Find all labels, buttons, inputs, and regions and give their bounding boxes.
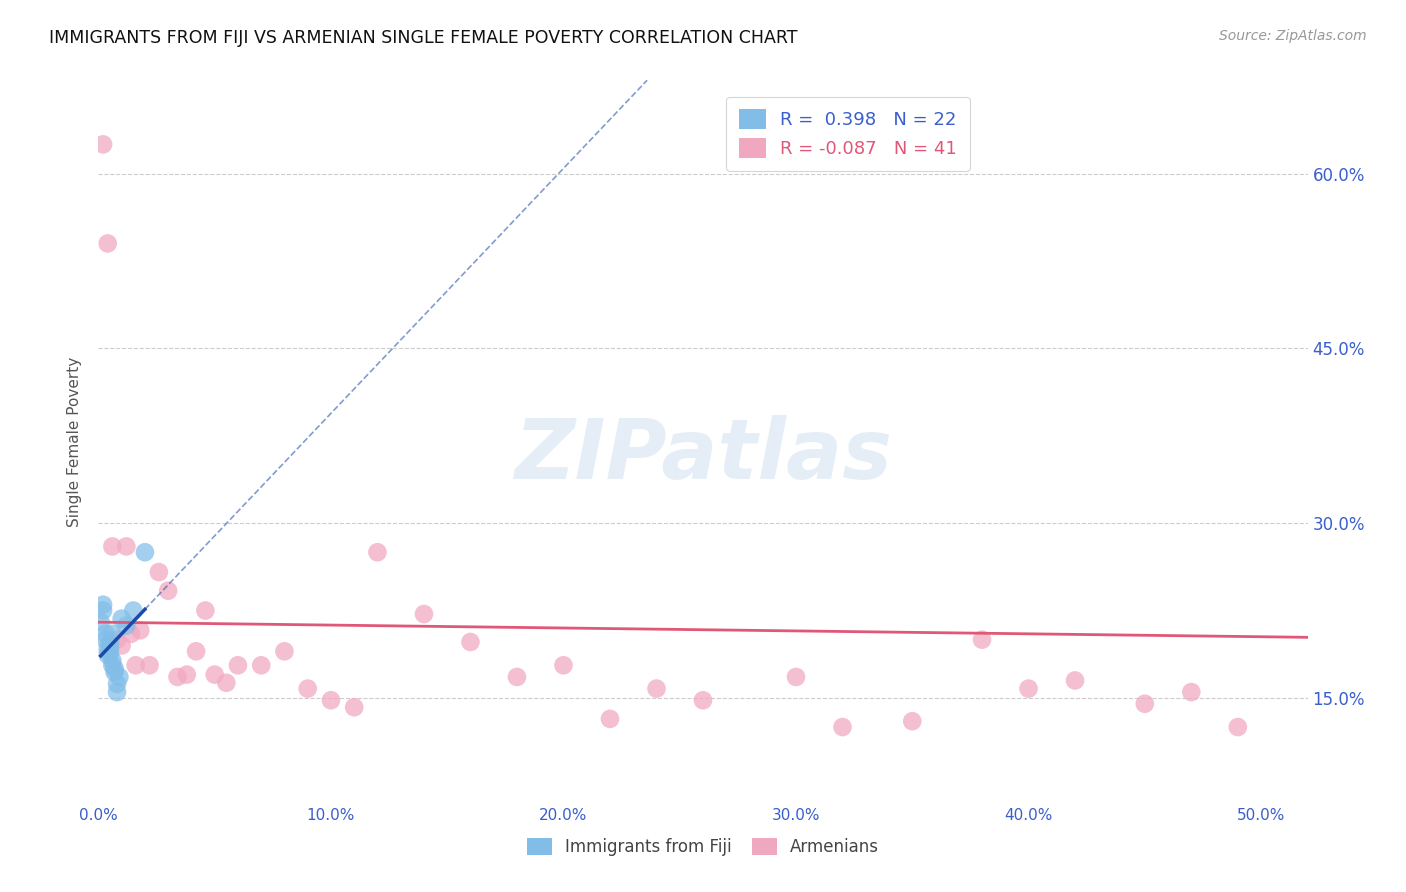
Legend: Immigrants from Fiji, Armenians: Immigrants from Fiji, Armenians [520,831,886,863]
Point [1064,673,1087,688]
Point [599,712,621,726]
Point [97,648,120,662]
Point [250,658,273,673]
Point [166,670,188,684]
Point [1226,720,1249,734]
Point [111,612,134,626]
Text: Source: ZipAtlas.com: Source: ZipAtlas.com [1219,29,1367,44]
Point [91,137,114,152]
Point [553,658,575,673]
Point [120,627,142,641]
Point [297,681,319,696]
Point [101,658,124,673]
Point [901,714,924,729]
Point [970,632,993,647]
Point [90,615,112,630]
Point [98,647,121,661]
Point [122,603,145,617]
Point [98,636,121,650]
Point [184,644,207,658]
Point [105,677,128,691]
Point [108,670,131,684]
Point [129,624,152,638]
Point [91,598,114,612]
Point [460,635,482,649]
Point [94,632,117,647]
Point [366,545,388,559]
Point [692,693,714,707]
Point [101,540,124,554]
Point [115,540,138,554]
Point [215,675,238,690]
Point [1018,681,1040,696]
Point [94,627,117,641]
Point [104,665,127,680]
Point [124,658,146,673]
Point [343,700,366,714]
Point [115,618,138,632]
Point [105,632,128,647]
Point [138,658,160,673]
Point [97,642,120,657]
Point [91,603,114,617]
Point [785,670,807,684]
Point [148,565,170,579]
Text: IMMIGRANTS FROM FIJI VS ARMENIAN SINGLE FEMALE POVERTY CORRELATION CHART: IMMIGRANTS FROM FIJI VS ARMENIAN SINGLE … [49,29,797,47]
Point [101,654,124,668]
Text: ZIPatlas: ZIPatlas [515,416,891,497]
Point [105,685,128,699]
Point [226,658,249,673]
Point [194,603,217,617]
Point [157,583,180,598]
Point [134,545,156,559]
Point [645,681,668,696]
Point [273,644,295,658]
Point [413,607,436,621]
Point [506,670,529,684]
Point [831,720,853,734]
Point [104,662,127,676]
Point [1180,685,1202,699]
Point [204,667,226,681]
Y-axis label: Single Female Poverty: Single Female Poverty [67,357,83,526]
Point [1133,697,1156,711]
Point [111,639,134,653]
Point [98,640,121,655]
Point [101,627,124,641]
Point [176,667,198,681]
Point [97,236,120,251]
Point [319,693,342,707]
